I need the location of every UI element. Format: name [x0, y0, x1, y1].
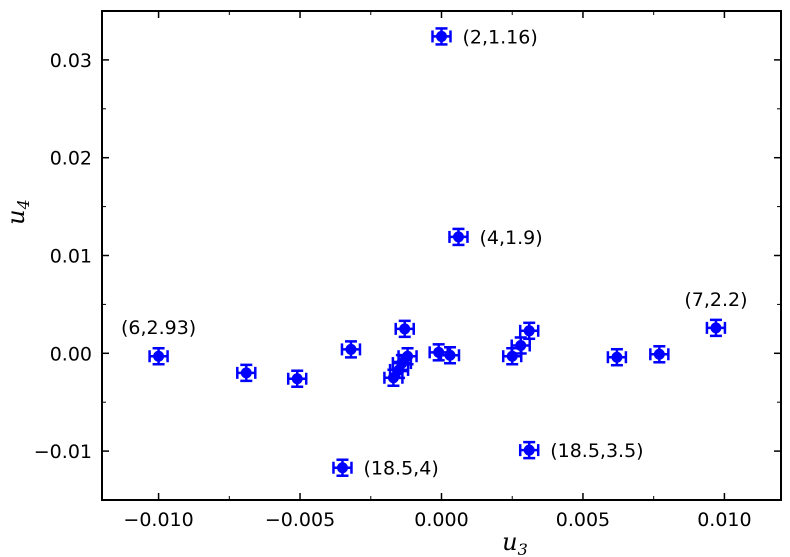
data-point [397, 346, 418, 366]
point-marker [653, 348, 665, 360]
y-tick-label: −0.01 [34, 441, 92, 463]
y-tick-label: 0.03 [50, 50, 92, 72]
point-marker [444, 349, 456, 361]
data-point [236, 363, 257, 383]
data-point [340, 340, 362, 359]
point-marker [153, 350, 165, 362]
x-tick-label: 0.005 [556, 509, 610, 531]
y-axis-label: u4 [2, 199, 33, 225]
x-tick-label: −0.010 [123, 509, 193, 531]
point-marker [345, 343, 357, 355]
point-marker [710, 322, 722, 334]
point-marker [611, 351, 623, 363]
point-annotation: (2,1.16) [463, 26, 538, 48]
point-annotation: (7,2.2) [684, 289, 747, 311]
x-tick-label: 0.000 [414, 509, 468, 531]
data-point [332, 458, 353, 477]
point-marker [291, 373, 303, 385]
y-tick-label: 0.00 [50, 343, 92, 365]
y-tick-label: 0.01 [50, 246, 92, 268]
point-marker [436, 30, 447, 42]
data-point [510, 336, 531, 355]
point-annotation: (4,1.9) [479, 227, 542, 249]
data-point [518, 440, 540, 460]
data-point [649, 345, 670, 364]
point-annotation: (18.5,3.5) [550, 440, 643, 462]
point-marker [523, 325, 535, 337]
data-point [439, 346, 461, 365]
point-marker [402, 350, 414, 362]
point-annotation: (18.5,4) [363, 458, 438, 480]
data-point [705, 318, 727, 338]
data-point [518, 321, 540, 341]
point-marker [240, 367, 252, 379]
x-tick-label: 0.010 [697, 509, 751, 531]
annotations-layer: (2,1.16) (4,1.9) (6,2.93) (7,2.2) (18.5,4) (1… [121, 26, 748, 479]
data-point [148, 346, 169, 366]
plot-frame [101, 10, 782, 501]
points-layer [148, 27, 727, 477]
point-marker [452, 231, 464, 243]
y-tick-label: 0.02 [50, 148, 92, 170]
point-annotation: (6,2.93) [121, 317, 196, 339]
data-point [448, 227, 469, 247]
point-marker [336, 462, 348, 474]
point-marker [523, 444, 535, 456]
data-point [606, 347, 628, 367]
x-tick-label: −0.005 [265, 509, 335, 531]
data-point [286, 369, 308, 388]
data-point [394, 319, 415, 339]
point-marker [515, 339, 527, 351]
x-axis-label: u3 [502, 528, 528, 557]
data-point [431, 27, 452, 46]
ticks-layer: −0.010 −0.005 0.000 0.005 0.010 −0.01 0.00 0.01… [34, 11, 781, 531]
point-marker [399, 323, 411, 335]
